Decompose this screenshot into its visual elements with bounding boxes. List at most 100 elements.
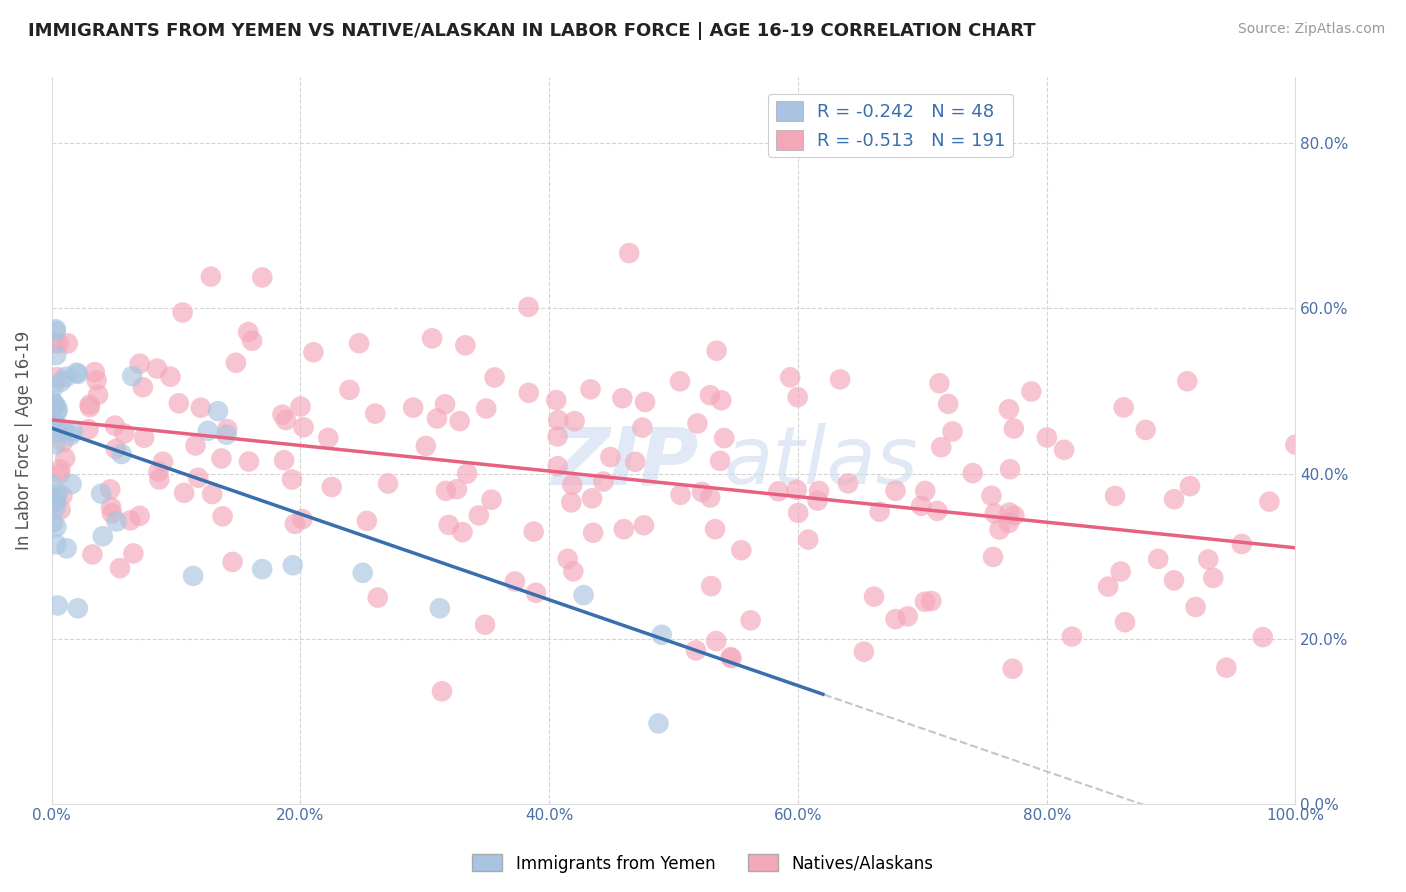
Point: [797, 533, 820, 547]
Point: [281, 473, 304, 487]
Point: [121, 369, 143, 384]
Point: [51, 489, 73, 503]
Point: [524, 586, 547, 600]
Point: [172, 305, 194, 319]
Point: [221, 555, 243, 569]
Point: [364, 407, 387, 421]
Point: [481, 492, 503, 507]
Point: [291, 512, 314, 526]
Y-axis label: In Labor Force | Age 16-19: In Labor Force | Age 16-19: [15, 331, 32, 550]
Point: [184, 438, 207, 452]
Point: [53, 424, 76, 438]
Point: [988, 523, 1011, 537]
Point: [83, 365, 105, 379]
Point: [45, 437, 67, 451]
Point: [42, 413, 65, 427]
Point: [104, 418, 127, 433]
Point: [1104, 489, 1126, 503]
Point: [547, 459, 569, 474]
Point: [42, 380, 65, 394]
Point: [998, 516, 1021, 530]
Point: [402, 401, 425, 415]
Point: [454, 338, 477, 352]
Text: atlas: atlas: [723, 424, 918, 501]
Point: [517, 300, 540, 314]
Point: [46, 370, 69, 384]
Point: [503, 574, 526, 589]
Point: [690, 485, 713, 500]
Point: [148, 472, 170, 486]
Text: IMMIGRANTS FROM YEMEN VS NATIVE/ALASKAN IN LABOR FORCE | AGE 16-19 CORRELATION C: IMMIGRANTS FROM YEMEN VS NATIVE/ALASKAN …: [28, 22, 1036, 40]
Point: [863, 590, 886, 604]
Point: [437, 517, 460, 532]
Point: [187, 471, 209, 485]
Point: [66, 367, 89, 381]
Point: [468, 508, 491, 523]
Point: [581, 491, 603, 506]
Point: [910, 499, 932, 513]
Point: [217, 422, 239, 436]
Point: [713, 431, 735, 445]
Point: [48, 336, 70, 351]
Point: [700, 579, 723, 593]
Point: [91, 529, 114, 543]
Point: [273, 453, 295, 467]
Point: [45, 324, 67, 338]
Point: [45, 494, 67, 508]
Point: [122, 546, 145, 560]
Point: [619, 246, 641, 260]
Text: Source: ZipAtlas.com: Source: ZipAtlas.com: [1237, 22, 1385, 37]
Point: [1163, 492, 1185, 507]
Point: [517, 385, 540, 400]
Point: [449, 414, 471, 428]
Point: [582, 525, 605, 540]
Point: [415, 439, 437, 453]
Point: [456, 467, 478, 481]
Point: [45, 417, 67, 432]
Point: [59, 428, 82, 442]
Point: [686, 417, 709, 431]
Point: [830, 372, 852, 386]
Point: [420, 331, 443, 345]
Point: [66, 601, 89, 615]
Point: [914, 595, 936, 609]
Point: [474, 617, 496, 632]
Point: [1021, 384, 1043, 399]
Point: [1002, 508, 1025, 523]
Point: [290, 400, 312, 414]
Point: [55, 369, 77, 384]
Point: [430, 684, 453, 698]
Point: [704, 522, 727, 536]
Point: [238, 325, 260, 339]
Point: [181, 569, 204, 583]
Point: [914, 483, 936, 498]
Point: [352, 566, 374, 580]
Point: [928, 376, 950, 391]
Point: [927, 504, 949, 518]
Point: [105, 515, 128, 529]
Point: [211, 451, 233, 466]
Point: [44, 501, 66, 516]
Point: [434, 397, 457, 411]
Point: [167, 396, 190, 410]
Point: [44, 336, 66, 351]
Point: [557, 551, 579, 566]
Point: [120, 513, 142, 527]
Point: [60, 477, 83, 491]
Point: [104, 442, 127, 456]
Point: [426, 411, 449, 425]
Point: [720, 650, 742, 665]
Point: [941, 425, 963, 439]
Point: [1258, 494, 1281, 508]
Point: [49, 462, 72, 476]
Point: [613, 522, 636, 536]
Point: [201, 487, 224, 501]
Point: [1114, 615, 1136, 630]
Point: [547, 429, 569, 443]
Point: [981, 549, 1004, 564]
Point: [869, 505, 891, 519]
Point: [710, 393, 733, 408]
Point: [321, 480, 343, 494]
Point: [446, 482, 468, 496]
Point: [837, 476, 859, 491]
